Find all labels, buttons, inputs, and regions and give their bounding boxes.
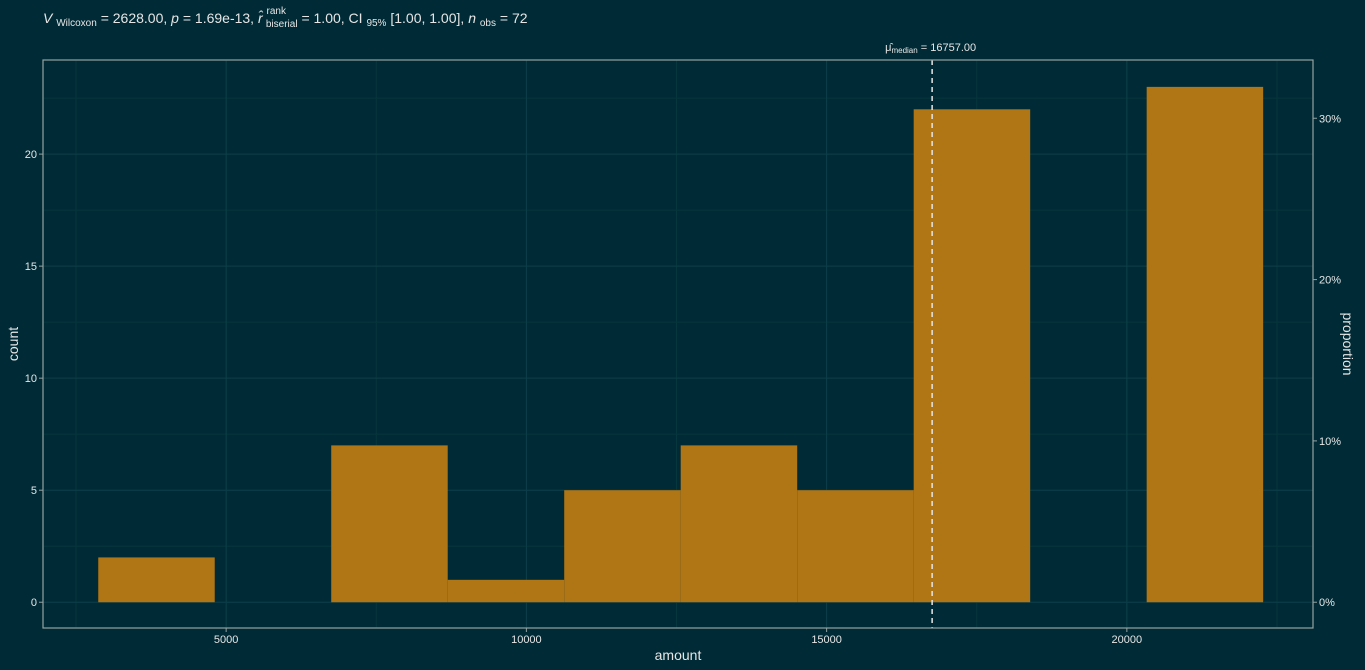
- histogram-bar: [913, 109, 1031, 603]
- n-value: = 72: [500, 10, 528, 26]
- histogram-bar: [447, 579, 565, 603]
- histogram-bar: [1146, 86, 1264, 603]
- y2-tick-label: 20%: [1319, 275, 1341, 287]
- median-label: μ̂median = 16757.00: [885, 42, 976, 55]
- histogram-bar: [98, 557, 215, 603]
- p-value: = 1.69e-13,: [183, 10, 258, 26]
- v-subscript: Wilcoxon: [56, 18, 97, 29]
- v-value: = 2628.00,: [101, 10, 171, 26]
- r-subscript: biserial: [266, 19, 298, 30]
- r-superscript: rank: [267, 6, 287, 17]
- n-subscript: obs: [480, 18, 496, 29]
- x-tick-label: 20000: [1112, 634, 1143, 646]
- r-symbol: r̂: [258, 9, 264, 26]
- y2-tick-label: 10%: [1319, 436, 1341, 448]
- ci-subscript: 95%: [366, 18, 386, 29]
- y-axis-left: 0 5 10 15 20: [25, 149, 43, 609]
- histogram-bars: [98, 86, 1264, 603]
- p-symbol: p: [170, 10, 179, 26]
- histogram-bar: [680, 445, 798, 603]
- median-symbol: μ̂: [885, 42, 893, 54]
- y2-axis-title: proportion: [1340, 312, 1356, 375]
- y-tick-label: 15: [25, 261, 37, 273]
- x-tick-label: 10000: [511, 634, 542, 646]
- r-value: = 1.00, CI: [301, 10, 362, 26]
- histogram-bar: [564, 490, 681, 603]
- chart-subtitle: V Wilcoxon = 2628.00, p = 1.69e-13, r̂ r…: [43, 1, 528, 30]
- y2-tick-label: 0%: [1319, 597, 1335, 609]
- v-symbol: V: [43, 10, 54, 26]
- histogram-bar: [797, 490, 914, 603]
- median-marker: μ̂median = 16757.00: [885, 42, 976, 628]
- y2-tick-label: 30%: [1319, 113, 1341, 125]
- x-axis-title: amount: [655, 647, 702, 663]
- n-symbol: n: [468, 10, 476, 26]
- histogram-bar: [331, 445, 448, 603]
- y-tick-label: 0: [31, 597, 37, 609]
- y-axis-right: 0% 10% 20% 30%: [1313, 113, 1341, 609]
- x-axis: 5000 10000 15000 20000: [214, 628, 1142, 646]
- y-axis-title: count: [5, 327, 21, 361]
- ci-value: [1.00, 1.00],: [390, 10, 468, 26]
- panel-border: [42, 59, 1314, 629]
- x-tick-label: 5000: [214, 634, 238, 646]
- y-tick-label: 20: [25, 149, 37, 161]
- y-tick-label: 5: [31, 485, 37, 497]
- median-subscript: median: [891, 46, 917, 55]
- y-tick-label: 10: [25, 373, 37, 385]
- median-value: = 16757.00: [918, 42, 976, 54]
- x-tick-label: 15000: [811, 634, 842, 646]
